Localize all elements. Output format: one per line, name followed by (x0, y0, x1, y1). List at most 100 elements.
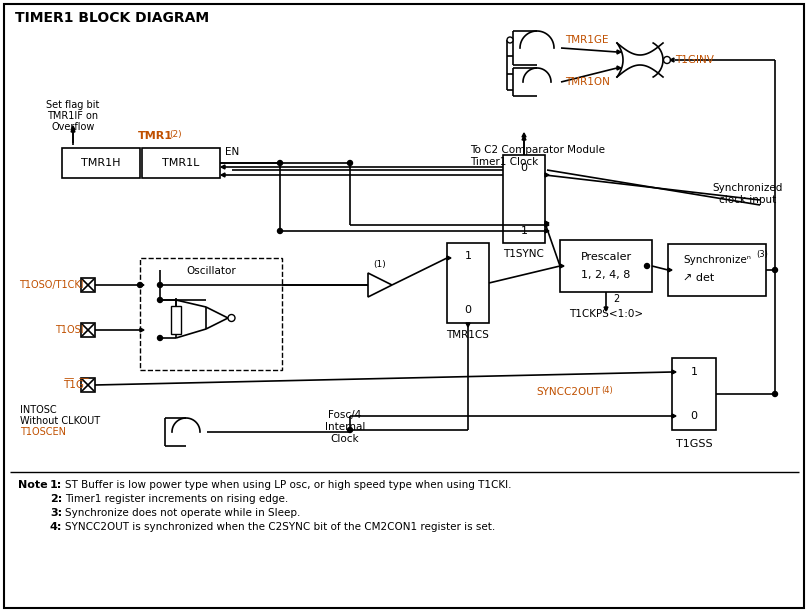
Circle shape (348, 160, 353, 165)
Text: 3:: 3: (50, 508, 62, 518)
Text: T1GINV: T1GINV (675, 55, 714, 65)
Polygon shape (140, 283, 144, 287)
Polygon shape (545, 223, 549, 227)
Text: 0: 0 (520, 163, 527, 173)
Text: TMR1L: TMR1L (163, 158, 200, 168)
Text: (1): (1) (374, 261, 387, 269)
Circle shape (277, 228, 282, 234)
Text: 1: 1 (464, 251, 472, 261)
Polygon shape (668, 268, 672, 272)
Polygon shape (71, 126, 75, 130)
Circle shape (158, 283, 163, 288)
Polygon shape (447, 256, 451, 260)
Text: (3): (3) (756, 250, 768, 259)
Text: ST Buffer is low power type when using LP osc, or high speed type when using T1C: ST Buffer is low power type when using L… (65, 480, 511, 490)
Circle shape (645, 264, 650, 269)
Circle shape (158, 297, 163, 302)
Circle shape (663, 56, 671, 64)
Polygon shape (617, 50, 621, 54)
Text: Overflow: Overflow (51, 122, 95, 132)
Text: (2): (2) (169, 130, 182, 138)
Text: clock input: clock input (719, 195, 777, 205)
Text: Timer1 register increments on rising edge.: Timer1 register increments on rising edg… (65, 494, 288, 504)
Text: T1GSS: T1GSS (676, 439, 712, 449)
Polygon shape (672, 370, 676, 374)
Text: TMR1IF on: TMR1IF on (48, 111, 99, 121)
Bar (81, 278, 95, 292)
Circle shape (277, 160, 282, 165)
Text: T1SYNC: T1SYNC (503, 249, 544, 259)
Text: TMR1CS: TMR1CS (447, 330, 489, 340)
Text: T1CKPS<1:0>: T1CKPS<1:0> (569, 309, 643, 319)
Text: 1:: 1: (50, 480, 62, 490)
Bar (668, 244, 766, 296)
Circle shape (158, 335, 163, 340)
Text: To C2 Comparator Module: To C2 Comparator Module (470, 145, 605, 155)
Polygon shape (522, 136, 526, 140)
Text: Prescaler: Prescaler (580, 252, 632, 262)
Text: T͞1G͞: T͞1G͞ (63, 380, 84, 390)
Bar (140, 258, 282, 370)
Polygon shape (560, 264, 564, 268)
Text: TMR1ON: TMR1ON (565, 77, 610, 87)
Text: TMR1: TMR1 (138, 131, 173, 141)
Polygon shape (672, 414, 676, 418)
Polygon shape (368, 273, 392, 297)
Bar (62, 148, 140, 178)
Text: TIMER1 BLOCK DIAGRAM: TIMER1 BLOCK DIAGRAM (15, 11, 209, 25)
Text: TMR1GE: TMR1GE (565, 35, 608, 45)
Text: 2:: 2: (50, 494, 62, 504)
Text: TMR1H: TMR1H (81, 158, 121, 168)
Text: Synchronized: Synchronized (713, 183, 783, 193)
Text: Synchronizeⁿ: Synchronizeⁿ (683, 255, 751, 265)
Polygon shape (545, 229, 549, 233)
Circle shape (773, 392, 777, 397)
Text: Synchronize does not operate while in Sleep.: Synchronize does not operate while in Sl… (65, 508, 300, 518)
Bar (171, 306, 181, 334)
Bar (447, 243, 489, 323)
Bar (672, 358, 716, 430)
Text: (4): (4) (601, 386, 612, 395)
Bar (142, 148, 220, 178)
Polygon shape (140, 328, 144, 332)
Text: 4:: 4: (50, 522, 62, 532)
Text: SYNCC2OUT: SYNCC2OUT (536, 387, 600, 397)
Text: 0: 0 (464, 305, 472, 315)
Polygon shape (670, 58, 674, 62)
Polygon shape (466, 323, 470, 327)
Polygon shape (617, 66, 621, 70)
Bar (81, 323, 95, 337)
Circle shape (228, 315, 235, 321)
Text: Fosc/4: Fosc/4 (328, 410, 362, 420)
Text: INTOSC: INTOSC (20, 405, 57, 415)
Text: Set flag bit: Set flag bit (46, 100, 100, 110)
Text: T1OSCEN: T1OSCEN (20, 427, 66, 437)
Bar (503, 155, 545, 243)
Text: 1, 2, 4, 8: 1, 2, 4, 8 (582, 270, 631, 280)
Circle shape (773, 267, 777, 272)
Polygon shape (71, 128, 75, 132)
Polygon shape (221, 173, 225, 177)
Polygon shape (206, 307, 228, 329)
Bar (81, 378, 95, 392)
Circle shape (138, 283, 142, 288)
Text: Internal: Internal (324, 422, 365, 432)
Text: Timer1 Clock: Timer1 Clock (470, 157, 538, 167)
Polygon shape (604, 307, 608, 311)
Text: T1OSO/T1CKI: T1OSO/T1CKI (19, 280, 84, 290)
Text: 1: 1 (520, 226, 527, 236)
Text: Without CLKOUT: Without CLKOUT (20, 416, 100, 426)
Circle shape (507, 37, 513, 43)
Polygon shape (545, 173, 549, 177)
Polygon shape (221, 165, 225, 169)
Polygon shape (545, 221, 549, 225)
Text: Oscillator: Oscillator (186, 266, 236, 276)
Text: Note: Note (18, 480, 48, 490)
Text: 1: 1 (691, 367, 697, 377)
Text: 0: 0 (691, 411, 697, 421)
Text: EN: EN (225, 147, 239, 157)
Text: Clock: Clock (331, 434, 359, 444)
Polygon shape (522, 133, 526, 137)
Text: 2: 2 (613, 294, 619, 304)
Text: SYNCC2OUT is synchronized when the C2SYNC bit of the CM2CON1 register is set.: SYNCC2OUT is synchronized when the C2SYN… (65, 522, 495, 532)
